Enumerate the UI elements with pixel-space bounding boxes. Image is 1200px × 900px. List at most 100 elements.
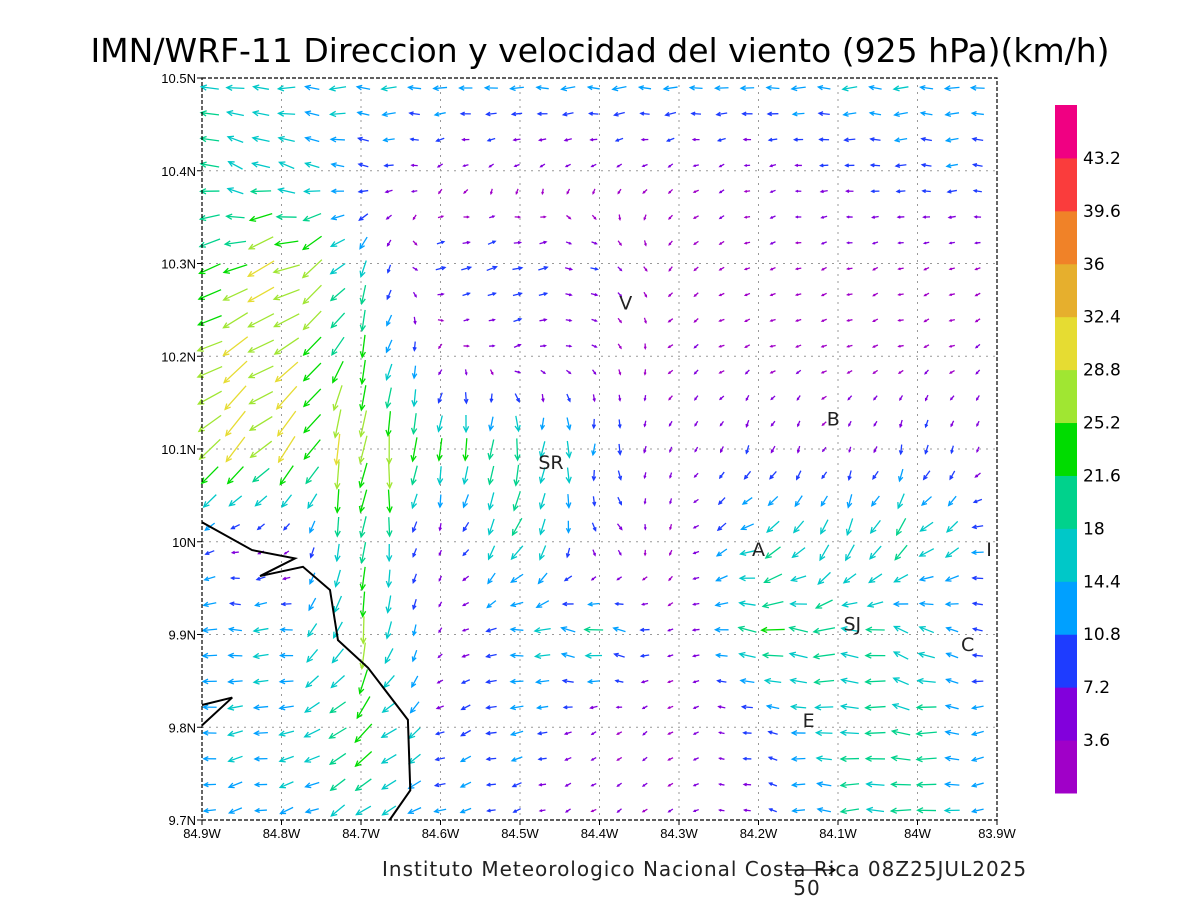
wind-arrow	[643, 549, 647, 557]
wind-arrow	[463, 344, 470, 348]
wind-arrow	[843, 137, 856, 143]
wind-arrow	[949, 470, 956, 481]
wind-arrow	[899, 395, 904, 402]
wind-arrow	[865, 806, 885, 814]
wind-arrow	[333, 433, 341, 466]
wind-arrow	[487, 240, 497, 245]
wind-arrow	[813, 678, 835, 686]
wind-arrow	[539, 344, 548, 348]
wind-arrow	[435, 137, 445, 142]
wind-arrow	[667, 369, 674, 375]
wind-arrow	[742, 782, 752, 787]
wind-arrow	[872, 470, 879, 480]
wind-arrow	[561, 111, 574, 117]
wind-arrow	[459, 111, 471, 117]
wind-arrow	[873, 395, 878, 401]
wind-arrow	[584, 652, 603, 659]
wind-arrow	[276, 410, 297, 437]
wind-arrow	[795, 369, 802, 375]
wind-arrow	[486, 137, 496, 142]
wind-arrow	[277, 436, 296, 464]
wind-arrow	[614, 679, 624, 684]
wind-arrow	[972, 189, 982, 193]
wind-arrow	[273, 240, 299, 247]
wind-arrow	[412, 214, 417, 221]
wind-arrow	[693, 318, 699, 323]
wind-arrow	[796, 395, 801, 401]
wind-arrow	[693, 292, 699, 298]
wind-arrow	[918, 575, 934, 582]
wind-arrow	[970, 549, 984, 556]
wind-arrow	[642, 756, 648, 762]
wind-arrow	[356, 110, 370, 116]
wind-arrow	[586, 678, 600, 685]
wind-arrow	[873, 446, 878, 454]
wind-arrow	[790, 85, 806, 92]
wind-arrow	[487, 465, 495, 486]
colorbar-bin	[1055, 157, 1077, 212]
wind-arrow	[281, 494, 293, 509]
wind-arrow	[970, 782, 984, 788]
wind-arrow	[969, 85, 985, 91]
wind-arrow	[890, 755, 911, 762]
wind-arrow	[614, 137, 624, 142]
wind-arrow	[304, 781, 320, 789]
wind-arrow	[839, 807, 860, 815]
wind-arrow	[223, 360, 248, 384]
wind-arrow	[769, 370, 776, 374]
wind-arrow	[692, 731, 699, 735]
wind-arrow	[535, 705, 549, 710]
wind-arrow	[509, 626, 524, 633]
wind-arrow	[537, 138, 547, 142]
wind-arrow	[768, 782, 778, 787]
wind-arrow	[386, 239, 392, 247]
wind-arrow	[226, 704, 243, 711]
wind-arrow	[330, 674, 345, 689]
x-tick-label: 84.4W	[581, 826, 619, 841]
wind-arrow	[898, 444, 904, 456]
wind-arrow	[513, 317, 523, 323]
wind-arrow	[971, 136, 984, 142]
wind-arrow	[384, 648, 394, 665]
wind-arrow	[249, 440, 273, 459]
wind-arrow	[307, 493, 318, 510]
wind-arrow	[380, 754, 397, 764]
wind-arrow	[459, 807, 472, 814]
wind-arrow	[615, 705, 623, 709]
colorbar-label: 10.8	[1083, 625, 1121, 645]
wind-arrow	[199, 110, 220, 117]
wind-arrow	[976, 420, 980, 428]
wind-arrow	[640, 679, 649, 684]
wind-arrow	[872, 292, 879, 297]
coastline-segment	[201, 696, 233, 727]
wind-arrow	[892, 85, 909, 92]
wind-arrow	[617, 496, 622, 506]
wind-arrow	[308, 597, 317, 612]
wind-arrow	[385, 411, 392, 438]
wind-arrow	[974, 472, 981, 478]
wind-arrow	[273, 337, 300, 355]
wind-arrow	[536, 731, 548, 736]
wind-arrow	[643, 266, 648, 272]
wind-arrow	[643, 524, 647, 531]
wind-arrow	[355, 84, 371, 91]
wind-arrow	[794, 215, 802, 219]
wind-arrow	[767, 756, 778, 761]
wind-arrow	[541, 188, 545, 196]
wind-arrow	[840, 677, 859, 684]
wind-arrow	[591, 522, 597, 532]
wind-arrow	[432, 85, 448, 92]
wind-arrow	[407, 753, 421, 765]
wind-arrow	[566, 369, 572, 375]
wind-arrow	[668, 395, 673, 401]
wind-arrow	[462, 415, 470, 434]
wind-arrow	[566, 214, 572, 220]
wind-arrow	[844, 163, 855, 168]
wind-arrow	[821, 471, 828, 480]
wind-arrow	[486, 808, 496, 813]
wind-arrow	[566, 417, 572, 431]
wind-arrow	[224, 410, 246, 437]
colorbar-label: 25.2	[1083, 414, 1121, 434]
wind-arrow	[486, 265, 498, 272]
wind-arrow	[411, 624, 417, 637]
